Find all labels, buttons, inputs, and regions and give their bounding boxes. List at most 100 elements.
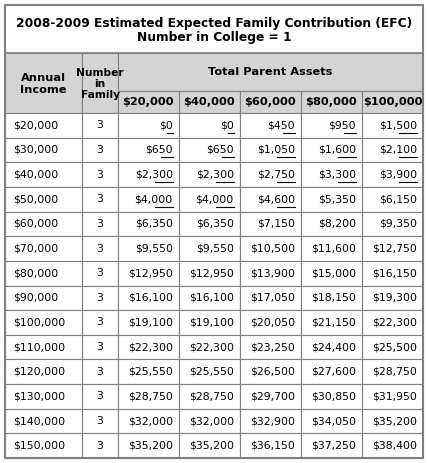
Text: $28,750: $28,750 [372,367,417,377]
Text: $2,300: $2,300 [196,169,234,180]
Bar [82,212,118,236]
Bar [362,212,423,236]
Bar [179,335,240,359]
Bar [118,335,179,359]
Text: $0: $0 [159,120,173,130]
Bar [362,163,423,187]
Bar [301,261,362,286]
Text: $22,300: $22,300 [189,342,234,352]
Bar [301,409,362,433]
Text: $22,300: $22,300 [372,318,417,327]
Bar [179,187,240,212]
Text: $37,250: $37,250 [311,441,356,450]
Text: $40,000: $40,000 [184,97,235,107]
Text: $31,950: $31,950 [372,391,417,401]
Text: $26,500: $26,500 [250,367,295,377]
Text: Annual: Annual [21,73,66,83]
Bar [240,113,301,138]
Bar [82,236,118,261]
Text: $140,000: $140,000 [13,416,65,426]
Bar [5,5,423,53]
Bar [118,433,179,458]
Bar [362,359,423,384]
Bar [362,91,423,113]
Bar [240,359,301,384]
Text: 3: 3 [97,145,104,155]
Bar [118,409,179,433]
Text: $1,500: $1,500 [379,120,417,130]
Text: $120,000: $120,000 [13,367,65,377]
Bar [179,113,240,138]
Text: $35,200: $35,200 [128,441,173,450]
Text: $10,500: $10,500 [250,244,295,254]
Text: $6,350: $6,350 [135,219,173,229]
Text: $80,000: $80,000 [13,268,58,278]
Bar [301,384,362,409]
Bar [240,236,301,261]
Bar [5,212,82,236]
Text: $28,750: $28,750 [189,391,234,401]
Bar [301,91,362,113]
Bar [82,187,118,212]
Text: $1,600: $1,600 [318,145,356,155]
Text: 3: 3 [97,441,104,450]
Text: in: in [95,79,106,89]
Text: 3: 3 [97,219,104,229]
Bar [5,163,82,187]
Text: $8,200: $8,200 [318,219,356,229]
Bar [179,286,240,310]
Bar [5,409,82,433]
Bar [362,409,423,433]
Text: $30,000: $30,000 [13,145,58,155]
Bar [5,286,82,310]
Text: $21,150: $21,150 [311,318,356,327]
Text: $0: $0 [220,120,234,130]
Text: 3: 3 [97,244,104,254]
Bar [301,113,362,138]
Text: Number in College = 1: Number in College = 1 [137,31,291,44]
Bar [362,113,423,138]
Bar [118,236,179,261]
Bar [5,384,82,409]
Bar [240,310,301,335]
Text: 3: 3 [97,416,104,426]
Text: $3,900: $3,900 [379,169,417,180]
Text: 3: 3 [97,318,104,327]
Text: $27,600: $27,600 [311,367,356,377]
Bar [362,236,423,261]
Bar [179,384,240,409]
Text: 2008-2009 Estimated Expected Family Contribution (EFC): 2008-2009 Estimated Expected Family Cont… [16,18,412,31]
Text: $17,050: $17,050 [250,293,295,303]
Text: $28,750: $28,750 [128,391,173,401]
Text: $20,000: $20,000 [122,97,174,107]
Text: $12,950: $12,950 [128,268,173,278]
Text: 3: 3 [97,194,104,204]
Bar [118,286,179,310]
Bar [179,310,240,335]
Text: 3: 3 [97,293,104,303]
Bar [82,409,118,433]
Bar [5,359,82,384]
Bar [179,409,240,433]
Text: $32,900: $32,900 [250,416,295,426]
Bar [179,359,240,384]
Text: $6,350: $6,350 [196,219,234,229]
Bar [118,261,179,286]
Bar [301,310,362,335]
Bar [240,409,301,433]
Text: $650: $650 [145,145,173,155]
Text: $60,000: $60,000 [244,97,296,107]
Text: $30,850: $30,850 [311,391,356,401]
Text: Family: Family [80,90,119,100]
Bar [118,53,423,91]
Bar [82,113,118,138]
Bar [5,187,82,212]
Text: Income: Income [21,85,67,95]
Bar [301,138,362,163]
Text: $24,400: $24,400 [311,342,356,352]
Text: $16,100: $16,100 [189,293,234,303]
Text: 3: 3 [97,367,104,377]
Text: 3: 3 [97,268,104,278]
Bar [362,261,423,286]
Bar [362,187,423,212]
